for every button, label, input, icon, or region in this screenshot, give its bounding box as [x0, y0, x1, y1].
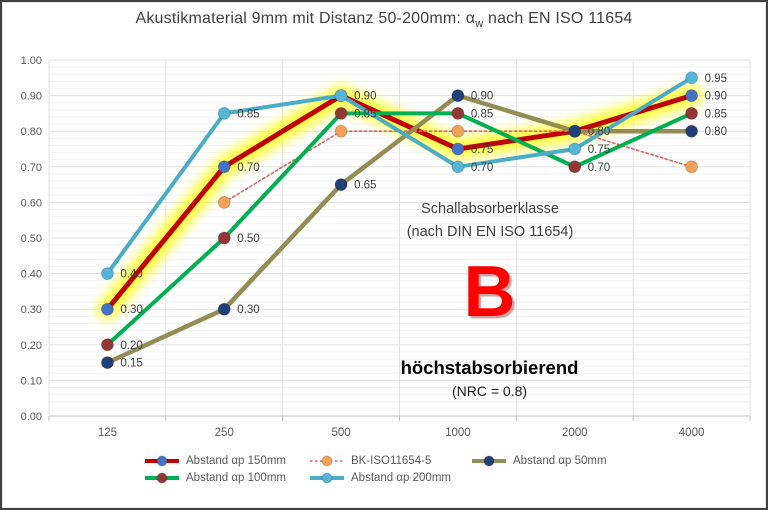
data-point-marker — [100, 338, 114, 352]
y-tick-label: 0.90 — [21, 91, 42, 103]
data-label: 0.30 — [120, 304, 142, 316]
legend: Abstand αp 150mm BK-ISO11654-5 Abstand αp … — [144, 455, 607, 484]
y-tick-label: 0.60 — [21, 197, 42, 209]
data-point-marker — [217, 160, 231, 174]
data-point-marker — [334, 124, 348, 138]
data-label: 0.20 — [120, 340, 142, 352]
legend-swatch-icon — [145, 472, 179, 484]
y-tick-label: 1.00 — [21, 55, 42, 67]
y-axis-labels: 0.00 0.10 0.20 0.30 0.40 0.50 0.60 0.70 0.80 0.90… — [21, 55, 42, 423]
data-label: 0.50 — [237, 233, 259, 245]
data-label: 0.40 — [120, 269, 142, 281]
data-label: 0.70 — [588, 162, 610, 174]
data-point-marker — [217, 302, 231, 316]
x-tick-label: 125 — [98, 427, 117, 439]
series-abstand-αp-100mm — [100, 106, 699, 352]
y-tick-label: 0.50 — [21, 233, 42, 245]
data-point-marker — [568, 124, 582, 138]
legend-label: Abstand αp 150mm — [186, 455, 286, 467]
data-labels: 0.30 0.70 0.75 0.90 0.15 0.30 0.65 0.90 0.80 0.80… — [120, 73, 727, 370]
absorber-class-letter: B — [463, 252, 516, 332]
data-label: 0.70 — [237, 162, 259, 174]
legend-item-bk-iso11654-5[interactable]: BK-ISO11654-5 — [309, 455, 471, 467]
x-tick-label: 1000 — [445, 427, 471, 439]
y-tick-label: 0.40 — [21, 269, 42, 281]
x-tick-label: 500 — [331, 427, 350, 439]
legend-swatch-icon — [145, 455, 179, 467]
data-point-marker — [217, 231, 231, 245]
absorber-class-description: höchstabsorbierend — [400, 357, 579, 378]
series-abstand-αp-200mm — [100, 71, 699, 281]
data-point-marker — [685, 89, 699, 103]
legend-swatch-icon — [310, 455, 344, 467]
y-tick-label: 0.10 — [21, 375, 42, 387]
legend-label: Abstand αp 200mm — [351, 472, 451, 484]
nrc-value: (NRC = 0.8) — [451, 383, 528, 399]
data-point-marker — [568, 142, 582, 156]
legend-label: Abstand αp 50mm — [513, 455, 607, 467]
data-point-marker — [685, 124, 699, 138]
data-point-marker — [568, 160, 582, 174]
y-tick-label: 0.00 — [21, 411, 42, 423]
data-point-marker — [685, 106, 699, 120]
absorber-class-caption-line1: Schallabsorberklasse — [421, 201, 559, 217]
data-label: 0.85 — [471, 108, 493, 120]
data-point-marker — [451, 89, 465, 103]
chart-title-text: Akustikmaterial 9mm mit Distanz 50-200mm… — [135, 10, 476, 27]
data-label: 0.75 — [471, 144, 493, 156]
data-label: 0.65 — [354, 180, 376, 192]
chart-title: Akustikmaterial 9mm mit Distanz 50-200mm… — [2, 10, 766, 30]
y-tick-label: 0.70 — [21, 162, 42, 174]
x-axis-labels: 125 250 500 1000 2000 4000 — [98, 427, 705, 439]
series-abstand-αp-50mm — [100, 89, 699, 370]
data-point-marker — [100, 302, 114, 316]
chart-title-subscript: w — [475, 18, 484, 31]
y-tick-label: 0.80 — [21, 126, 42, 138]
chart-title-suffix: nach EN ISO 11654 — [483, 10, 633, 27]
legend-item-abstand-αp-200mm[interactable]: Abstand αp 200mm — [309, 472, 471, 484]
data-point-marker — [100, 267, 114, 281]
data-label: 0.75 — [588, 144, 610, 156]
data-point-marker — [334, 106, 348, 120]
absorber-class-caption-line2: (nach DIN EN ISO 11654) — [406, 224, 574, 240]
data-point-marker — [100, 356, 114, 370]
legend-label: Abstand αp 100mm — [186, 472, 286, 484]
legend-swatch-icon — [472, 455, 506, 467]
data-label: 0.85 — [354, 108, 376, 120]
data-point-marker — [334, 178, 348, 192]
x-tick-label: 2000 — [562, 427, 588, 439]
data-point-marker — [451, 160, 465, 174]
legend-item-abstand-αp-150mm[interactable]: Abstand αp 150mm — [144, 455, 309, 467]
y-tick-label: 0.30 — [21, 304, 42, 316]
data-label: 0.85 — [237, 108, 259, 120]
data-point-marker — [451, 106, 465, 120]
x-tick-label: 4000 — [679, 427, 705, 439]
data-point-marker — [451, 124, 465, 138]
data-label: 0.90 — [705, 91, 727, 103]
legend-label: BK-ISO11654-5 — [351, 455, 432, 467]
data-point-marker — [334, 89, 348, 103]
data-label: 0.70 — [471, 162, 493, 174]
absorber-class-caption: Schallabsorberklasse (nach DIN EN ISO 11… — [380, 198, 600, 244]
y-tick-label: 0.20 — [21, 340, 42, 352]
legend-swatch-icon — [310, 472, 344, 484]
data-label: 0.90 — [471, 91, 493, 103]
data-label: 0.15 — [120, 358, 142, 370]
legend-item-abstand-αp-50mm[interactable]: Abstand αp 50mm — [471, 455, 607, 467]
data-point-marker — [451, 142, 465, 156]
x-tick-label: 250 — [215, 427, 234, 439]
data-point-marker — [685, 71, 699, 85]
data-label: 0.95 — [705, 73, 727, 85]
data-point-marker — [217, 195, 231, 209]
data-label: 0.30 — [237, 304, 259, 316]
data-label: 0.85 — [705, 108, 727, 120]
data-label: 0.80 — [705, 126, 727, 138]
data-label: 0.90 — [354, 91, 376, 103]
legend-item-abstand-αp-100mm[interactable]: Abstand αp 100mm — [144, 472, 309, 484]
data-label: 0.80 — [588, 126, 610, 138]
data-point-marker — [217, 106, 231, 120]
data-point-marker — [685, 160, 699, 174]
